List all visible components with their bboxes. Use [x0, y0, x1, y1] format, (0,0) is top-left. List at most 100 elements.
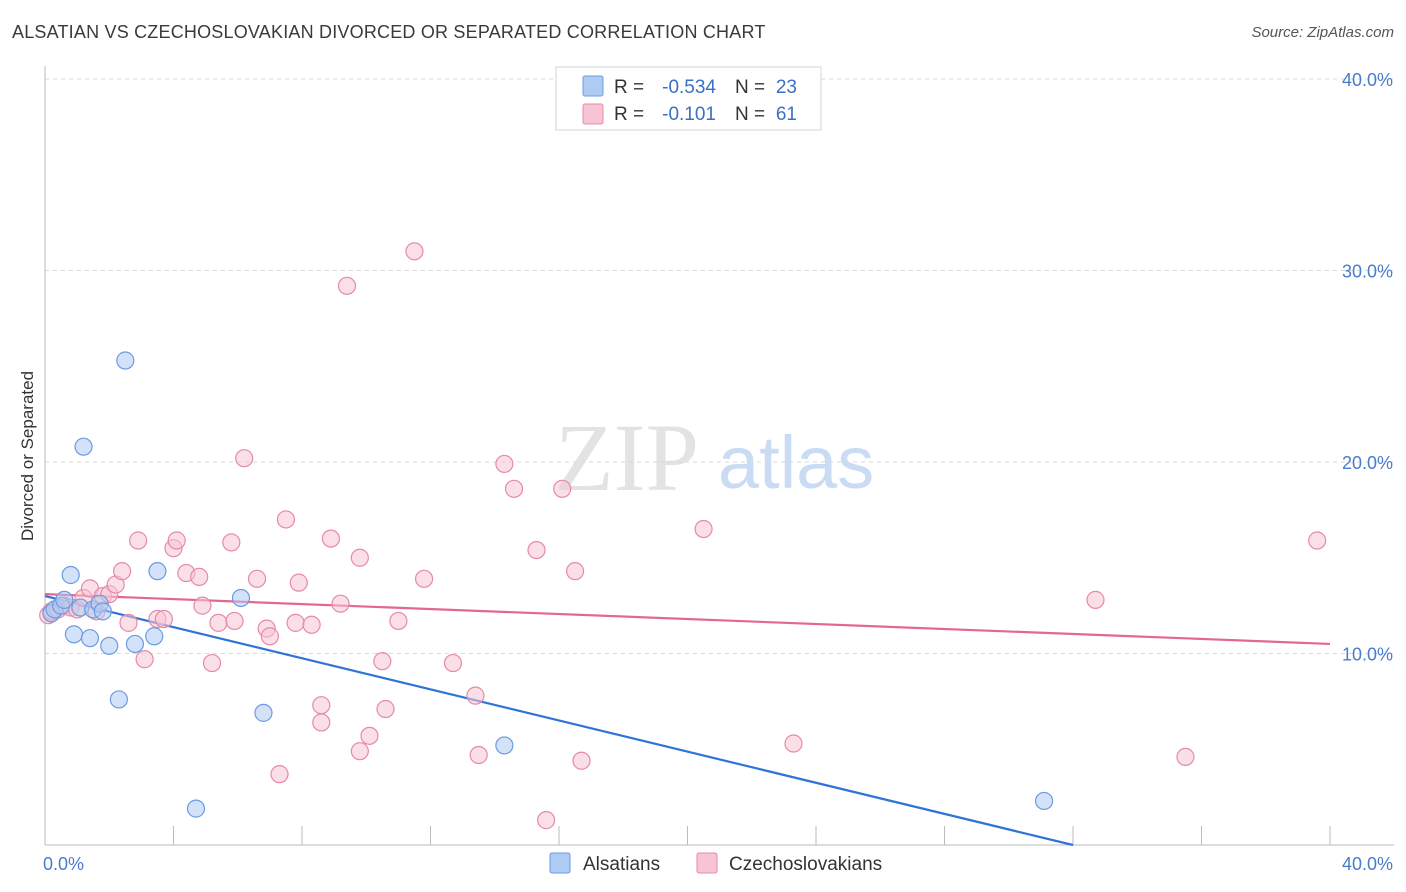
legend-r-label-1: R =: [614, 104, 644, 125]
alsatian-point: [55, 590, 74, 609]
czechoslovakian-point: [469, 745, 488, 765]
czechoslovakian-point: [209, 613, 228, 632]
legend-swatch-czechoslovakians: [582, 103, 604, 125]
czechoslovakian-point: [276, 510, 296, 529]
x-tick-label: 40.0%: [1342, 854, 1393, 874]
czechoslovakian-point: [222, 533, 241, 552]
czechoslovakian-point: [414, 569, 434, 588]
czechoslovakian-point: [202, 653, 222, 673]
czechoslovakian-point: [694, 519, 713, 539]
czechoslovakian-point: [337, 276, 357, 295]
gridlines: [45, 78, 1394, 654]
czechoslovakian-point: [270, 765, 289, 784]
alsatian-point: [148, 562, 167, 581]
czechoslovakian-point: [154, 609, 173, 629]
czechoslovakian-point: [135, 650, 154, 669]
czechoslovakian-point: [190, 567, 209, 587]
alsatian-point: [100, 636, 119, 655]
czechoslovakian-point: [466, 686, 485, 705]
czechoslovakian-point: [321, 529, 341, 548]
czechoslovakian-point: [119, 613, 138, 632]
czechoslovakian-point: [495, 454, 514, 474]
czechoslovakian-point: [193, 596, 212, 615]
czechoslovakian-point: [247, 569, 267, 588]
legend: R = -0.534 N = 23 R = -0.101 N = 61: [555, 66, 822, 131]
watermark: ZIP atlas: [555, 404, 874, 511]
legend-swatch-alsatians: [582, 75, 604, 97]
y-tick-label: 10.0%: [1342, 645, 1393, 665]
czechoslovakian-point: [286, 613, 305, 632]
czechoslovakian-point: [572, 751, 591, 770]
alsatian-point: [116, 351, 135, 370]
legend-r-value-1: -0.101: [662, 104, 716, 125]
alsatian-point: [254, 703, 273, 722]
czechoslovakian-point: [312, 696, 331, 715]
czechoslovakian-point: [260, 627, 279, 646]
y-tick-label: 40.0%: [1342, 70, 1393, 90]
alsatian-trend-line: [44, 594, 1074, 847]
czechoslovakian-point: [405, 242, 424, 261]
legend-n-value-0: 23: [776, 77, 797, 98]
data-points: [39, 242, 1327, 830]
czechoslovakian-point: [1086, 590, 1105, 609]
bottom-legend-label-alsatians: Alsatians: [583, 854, 660, 875]
alsatian-point: [80, 629, 100, 648]
chart-title: ALSATIAN VS CZECHOSLOVAKIAN DIVORCED OR …: [12, 22, 766, 42]
alsatian-point: [74, 437, 93, 456]
alsatian-point: [495, 736, 514, 755]
x-tick-label: 0.0%: [43, 854, 84, 874]
legend-n-label-1: N =: [735, 104, 765, 125]
czechoslovakian-point: [225, 611, 244, 631]
alsatian-point: [61, 565, 80, 585]
alsatian-point: [231, 588, 251, 608]
alsatian-point: [125, 634, 145, 654]
tick-labels: 10.0% 20.0% 30.0% 40.0% 0.0% 40.0%: [43, 70, 1393, 874]
czechoslovakian-point: [373, 652, 392, 671]
source-label: Source: ZipAtlas.com: [1251, 24, 1394, 41]
czechoslovakian-trend-line: [44, 593, 1331, 646]
alsatian-point: [93, 602, 112, 621]
czechoslovakian-point: [302, 615, 321, 634]
watermark-zip: ZIP: [555, 404, 699, 511]
alsatian-point: [145, 627, 164, 646]
y-tick-label: 30.0%: [1342, 262, 1393, 282]
y-axis-label: Divorced or Separated: [18, 371, 37, 541]
czechoslovakian-point: [331, 594, 350, 613]
czechoslovakian-point: [376, 699, 395, 719]
czechoslovakian-point: [553, 479, 572, 498]
alsatian-point: [64, 625, 84, 644]
czechoslovakian-point: [350, 742, 369, 761]
bottom-legend-label-czechoslovakians: Czechoslovakians: [729, 854, 882, 875]
czechoslovakian-point: [167, 531, 186, 550]
czechoslovakian-point: [504, 479, 524, 498]
czechoslovakian-point: [112, 562, 132, 581]
axes: [44, 66, 1394, 846]
bottom-legend: Alsatians Czechoslovakians: [549, 852, 882, 875]
legend-n-label-0: N =: [735, 77, 765, 98]
czechoslovakian-point: [360, 726, 379, 745]
czechoslovakian-point: [1308, 531, 1327, 550]
trend-lines: [44, 593, 1331, 847]
legend-n-value-1: 61: [776, 104, 797, 125]
czechoslovakian-point: [312, 713, 331, 732]
alsatian-point: [1034, 791, 1054, 811]
czechoslovakian-point: [443, 653, 463, 673]
bottom-legend-swatch-alsatians: [549, 852, 571, 874]
czechoslovakian-point: [527, 540, 546, 560]
czechoslovakian-point: [289, 573, 308, 592]
czechoslovakian-point: [1176, 747, 1195, 767]
legend-r-value-0: -0.534: [662, 77, 716, 98]
czechoslovakian-point: [235, 449, 254, 468]
czechoslovakian-point: [389, 611, 408, 631]
alsatian-point: [186, 799, 206, 818]
czechoslovakian-point: [350, 548, 369, 567]
alsatian-point: [109, 690, 128, 709]
legend-r-label-0: R =: [614, 77, 644, 98]
czechoslovakian-point: [129, 531, 148, 550]
czechoslovakian-point: [784, 734, 803, 753]
y-tick-label: 20.0%: [1342, 453, 1393, 473]
bottom-legend-swatch-czechoslovakians: [696, 852, 718, 874]
czechoslovakian-point: [565, 562, 585, 581]
czechoslovakian-point: [537, 811, 556, 830]
